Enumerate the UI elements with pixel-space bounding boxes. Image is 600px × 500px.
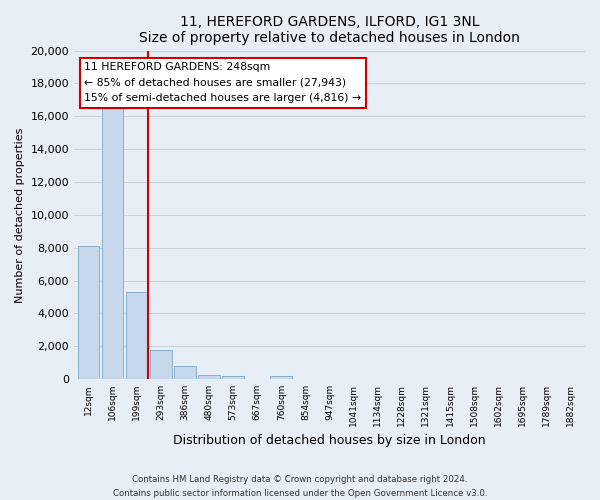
Title: 11, HEREFORD GARDENS, ILFORD, IG1 3NL
Size of property relative to detached hous: 11, HEREFORD GARDENS, ILFORD, IG1 3NL Si…: [139, 15, 520, 45]
Y-axis label: Number of detached properties: Number of detached properties: [15, 127, 25, 302]
Text: Contains HM Land Registry data © Crown copyright and database right 2024.
Contai: Contains HM Land Registry data © Crown c…: [113, 476, 487, 498]
Bar: [198, 374, 220, 379]
Bar: [126, 292, 148, 379]
Bar: [102, 108, 124, 379]
Bar: [77, 246, 100, 379]
Bar: [150, 350, 172, 379]
Bar: [271, 376, 292, 379]
Bar: [222, 376, 244, 379]
X-axis label: Distribution of detached houses by size in London: Distribution of detached houses by size …: [173, 434, 486, 448]
Text: 11 HEREFORD GARDENS: 248sqm
← 85% of detached houses are smaller (27,943)
15% of: 11 HEREFORD GARDENS: 248sqm ← 85% of det…: [84, 62, 361, 103]
Bar: [174, 366, 196, 379]
